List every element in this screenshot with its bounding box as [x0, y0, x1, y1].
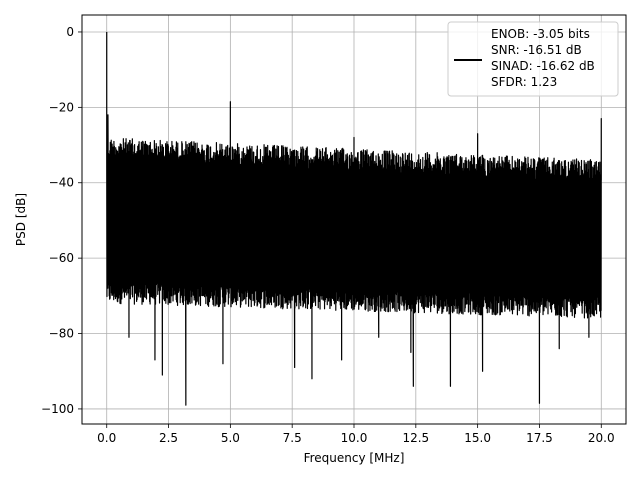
x-tick-label: 0.0	[97, 431, 116, 445]
legend-box	[447, 21, 619, 97]
x-tick-label: 2.5	[159, 431, 178, 445]
x-tick-label: 12.5	[402, 431, 429, 445]
legend-entry-snr: SNR: -16.51 dB	[491, 43, 582, 57]
y-axis-label: PSD [dB]	[14, 193, 28, 246]
x-tick-label: 10.0	[341, 431, 368, 445]
tick-layer: 0.0 2.5 5.0 7.5 10.0 12.5 15.0 17.5 20.0 0 −20 −40 −…	[41, 25, 615, 445]
y-tick-label: −20	[49, 100, 74, 114]
legend-entry-sfdr: SFDR: 1.23	[491, 75, 557, 89]
legend-entry-enob: ENOB: -3.05 bits	[491, 27, 590, 41]
x-tick-label: 7.5	[283, 431, 302, 445]
y-tick-label: −60	[49, 251, 74, 265]
psd-series-line	[106, 31, 602, 406]
x-tick-label: 17.5	[526, 431, 553, 445]
y-tick-label: −100	[41, 402, 74, 416]
y-tick-label: −80	[49, 327, 74, 341]
plot-layer	[106, 31, 602, 406]
x-axis-label: Frequency [MHz]	[304, 451, 405, 465]
x-tick-label: 20.0	[588, 431, 615, 445]
legend: ENOB: -3.05 bits SNR: -16.51 dB SINAD: -…	[447, 21, 619, 97]
x-tick-label: 15.0	[464, 431, 491, 445]
x-tick-label: 5.0	[221, 431, 240, 445]
y-tick-label: −40	[49, 176, 74, 190]
legend-entry-sinad: SINAD: -16.62 dB	[491, 59, 595, 73]
y-tick-label: 0	[66, 25, 74, 39]
